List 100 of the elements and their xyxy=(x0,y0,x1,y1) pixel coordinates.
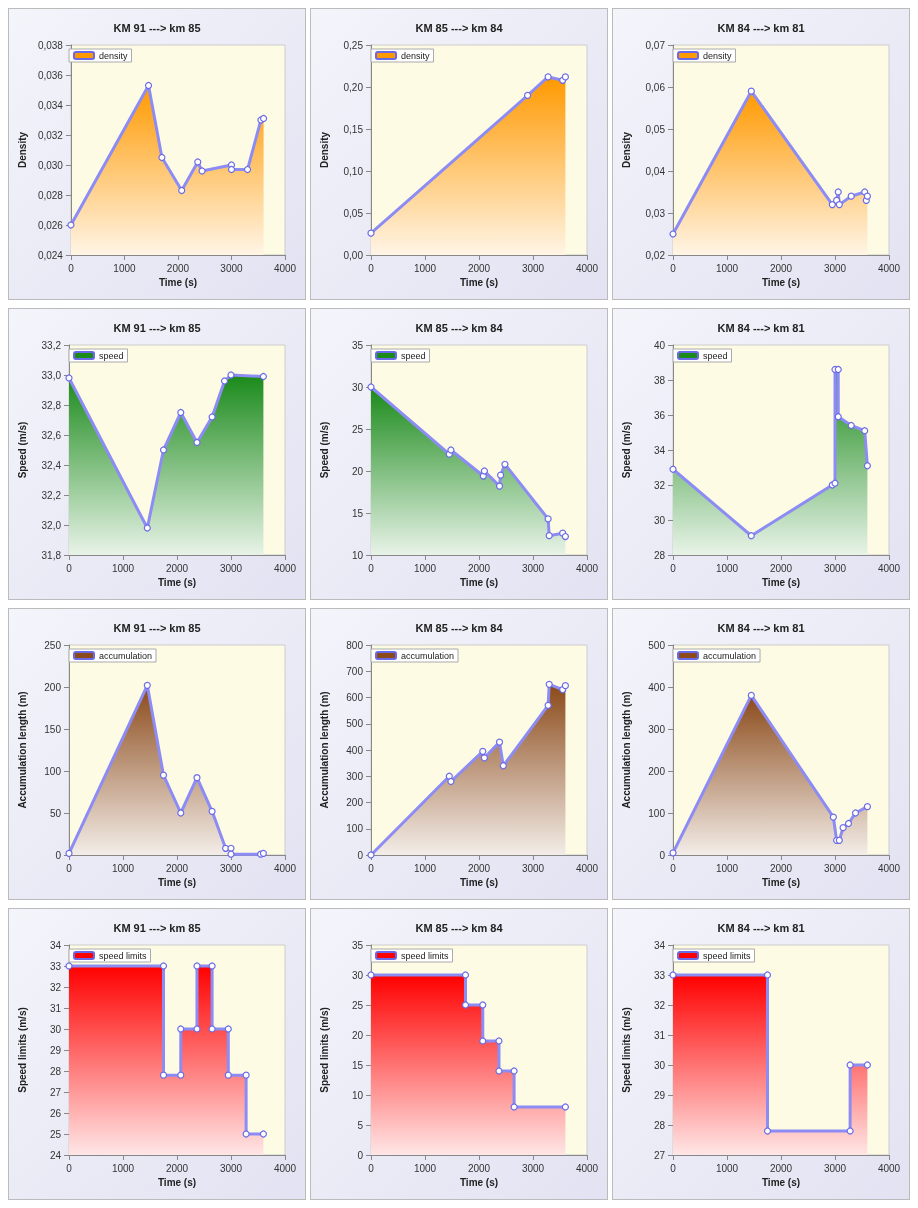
y-tick-label: 400 xyxy=(346,744,364,756)
x-axis-title: Time (s) xyxy=(158,277,198,289)
legend-label: speed limits xyxy=(99,950,148,961)
chart-title: KM 85 ---> km 84 xyxy=(415,921,504,934)
y-tick-label: 32 xyxy=(653,999,666,1011)
y-tick-label: 0,15 xyxy=(343,123,364,135)
x-tick-label: 1000 xyxy=(715,262,739,274)
y-axis-title: Density xyxy=(16,131,28,169)
y-tick-label: 25 xyxy=(49,1128,62,1140)
y-tick-label: 30 xyxy=(653,514,666,526)
y-tick-label: 28 xyxy=(653,1119,666,1131)
y-tick-label: 0,038 xyxy=(37,39,64,51)
x-tick-label: 2000 xyxy=(165,562,189,574)
x-tick-label: 0 xyxy=(670,562,677,574)
chart-title: KM 84 ---> km 81 xyxy=(717,321,805,334)
y-tick-label: 200 xyxy=(44,681,62,693)
y-tick-label: 27 xyxy=(653,1149,666,1161)
x-tick-label: 3000 xyxy=(220,262,244,274)
y-axis-title: Accumulation length (m) xyxy=(620,691,632,809)
x-tick-label: 3000 xyxy=(521,862,545,874)
y-tick-label: 34 xyxy=(653,939,666,951)
x-tick-label: 2000 xyxy=(165,862,189,874)
legend-label: density xyxy=(703,50,733,61)
x-tick-label: 4000 xyxy=(273,1162,297,1174)
x-tick-label: 3000 xyxy=(219,562,243,574)
y-tick-label: 26 xyxy=(49,1107,62,1119)
y-tick-label: 35 xyxy=(351,339,364,351)
y-tick-label: 15 xyxy=(351,507,364,519)
x-tick-label: 4000 xyxy=(273,862,297,874)
x-tick-label: 4000 xyxy=(877,262,901,274)
y-tick-label: 31 xyxy=(653,1029,666,1041)
y-tick-label: 50 xyxy=(49,807,62,819)
y-tick-label: 32,2 xyxy=(41,489,62,501)
x-tick-label: 1000 xyxy=(111,862,135,874)
x-axis-title: Time (s) xyxy=(459,277,499,289)
y-tick-label: 150 xyxy=(44,723,62,735)
y-tick-label: 25 xyxy=(351,423,364,435)
y-tick-label: 0,20 xyxy=(343,81,364,93)
y-axis-title: Accumulation length (m) xyxy=(16,691,28,809)
x-tick-label: 2000 xyxy=(467,1162,491,1174)
chart-title: KM 91 ---> km 85 xyxy=(113,321,201,334)
x-tick-label: 3000 xyxy=(521,1162,545,1174)
y-tick-label: 30 xyxy=(351,381,364,393)
y-tick-label: 400 xyxy=(648,681,666,693)
y-tick-label: 31,8 xyxy=(41,549,62,561)
y-tick-label: 30 xyxy=(653,1059,666,1071)
x-tick-label: 4000 xyxy=(273,562,297,574)
x-tick-label: 2000 xyxy=(769,862,793,874)
y-tick-label: 0,03 xyxy=(645,207,666,219)
y-tick-label: 32,8 xyxy=(41,399,62,411)
x-axis-title: Time (s) xyxy=(761,577,801,589)
y-tick-label: 24 xyxy=(49,1149,62,1161)
y-tick-label: 0 xyxy=(357,849,364,861)
legend-label: speed xyxy=(401,350,426,361)
x-tick-label: 1000 xyxy=(413,862,437,874)
y-tick-label: 34 xyxy=(653,444,666,456)
y-tick-label: 300 xyxy=(648,723,666,735)
x-tick-label: 1000 xyxy=(111,1162,135,1174)
x-tick-label: 4000 xyxy=(877,862,901,874)
chart-title: KM 91 ---> km 85 xyxy=(113,621,201,634)
x-tick-label: 1000 xyxy=(715,862,739,874)
x-axis-title: Time (s) xyxy=(157,577,197,589)
x-tick-label: 4000 xyxy=(877,562,901,574)
x-tick-label: 2000 xyxy=(467,562,491,574)
x-tick-label: 2000 xyxy=(467,262,491,274)
x-tick-label: 1000 xyxy=(111,562,135,574)
y-tick-label: 0 xyxy=(55,849,62,861)
legend-label: density xyxy=(99,50,129,61)
x-tick-label: 4000 xyxy=(575,262,599,274)
chart-title: KM 84 ---> km 81 xyxy=(717,921,805,934)
chart-title: KM 85 ---> km 84 xyxy=(415,621,504,634)
x-tick-label: 0 xyxy=(66,862,73,874)
y-tick-label: 100 xyxy=(44,765,62,777)
y-tick-label: 29 xyxy=(653,1089,666,1101)
x-axis-title: Time (s) xyxy=(459,877,499,889)
y-tick-label: 500 xyxy=(346,718,364,730)
y-tick-label: 30 xyxy=(351,969,364,981)
y-tick-label: 0 xyxy=(357,1149,364,1161)
y-tick-label: 0,05 xyxy=(645,123,666,135)
y-tick-label: 10 xyxy=(351,549,364,561)
x-tick-label: 3000 xyxy=(521,262,545,274)
y-tick-label: 100 xyxy=(648,807,666,819)
y-tick-label: 33 xyxy=(49,960,62,972)
chart-title: KM 91 ---> km 85 xyxy=(113,21,201,34)
x-axis-title: Time (s) xyxy=(761,877,801,889)
y-tick-label: 32 xyxy=(49,981,62,993)
y-tick-label: 27 xyxy=(49,1086,62,1098)
y-tick-label: 38 xyxy=(653,374,666,386)
chart-title: KM 84 ---> km 81 xyxy=(717,21,805,34)
x-tick-label: 0 xyxy=(368,562,375,574)
y-axis-title: Density xyxy=(620,131,632,169)
x-tick-label: 1000 xyxy=(715,1162,739,1174)
legend-label: density xyxy=(401,50,431,61)
y-axis-title: Speed (m/s) xyxy=(620,421,632,479)
y-tick-label: 25 xyxy=(351,999,364,1011)
x-tick-label: 0 xyxy=(368,862,375,874)
y-axis-title: Density xyxy=(318,131,330,169)
x-tick-label: 0 xyxy=(670,262,677,274)
x-tick-label: 1000 xyxy=(113,262,136,274)
chart-title: KM 85 ---> km 84 xyxy=(415,21,504,34)
